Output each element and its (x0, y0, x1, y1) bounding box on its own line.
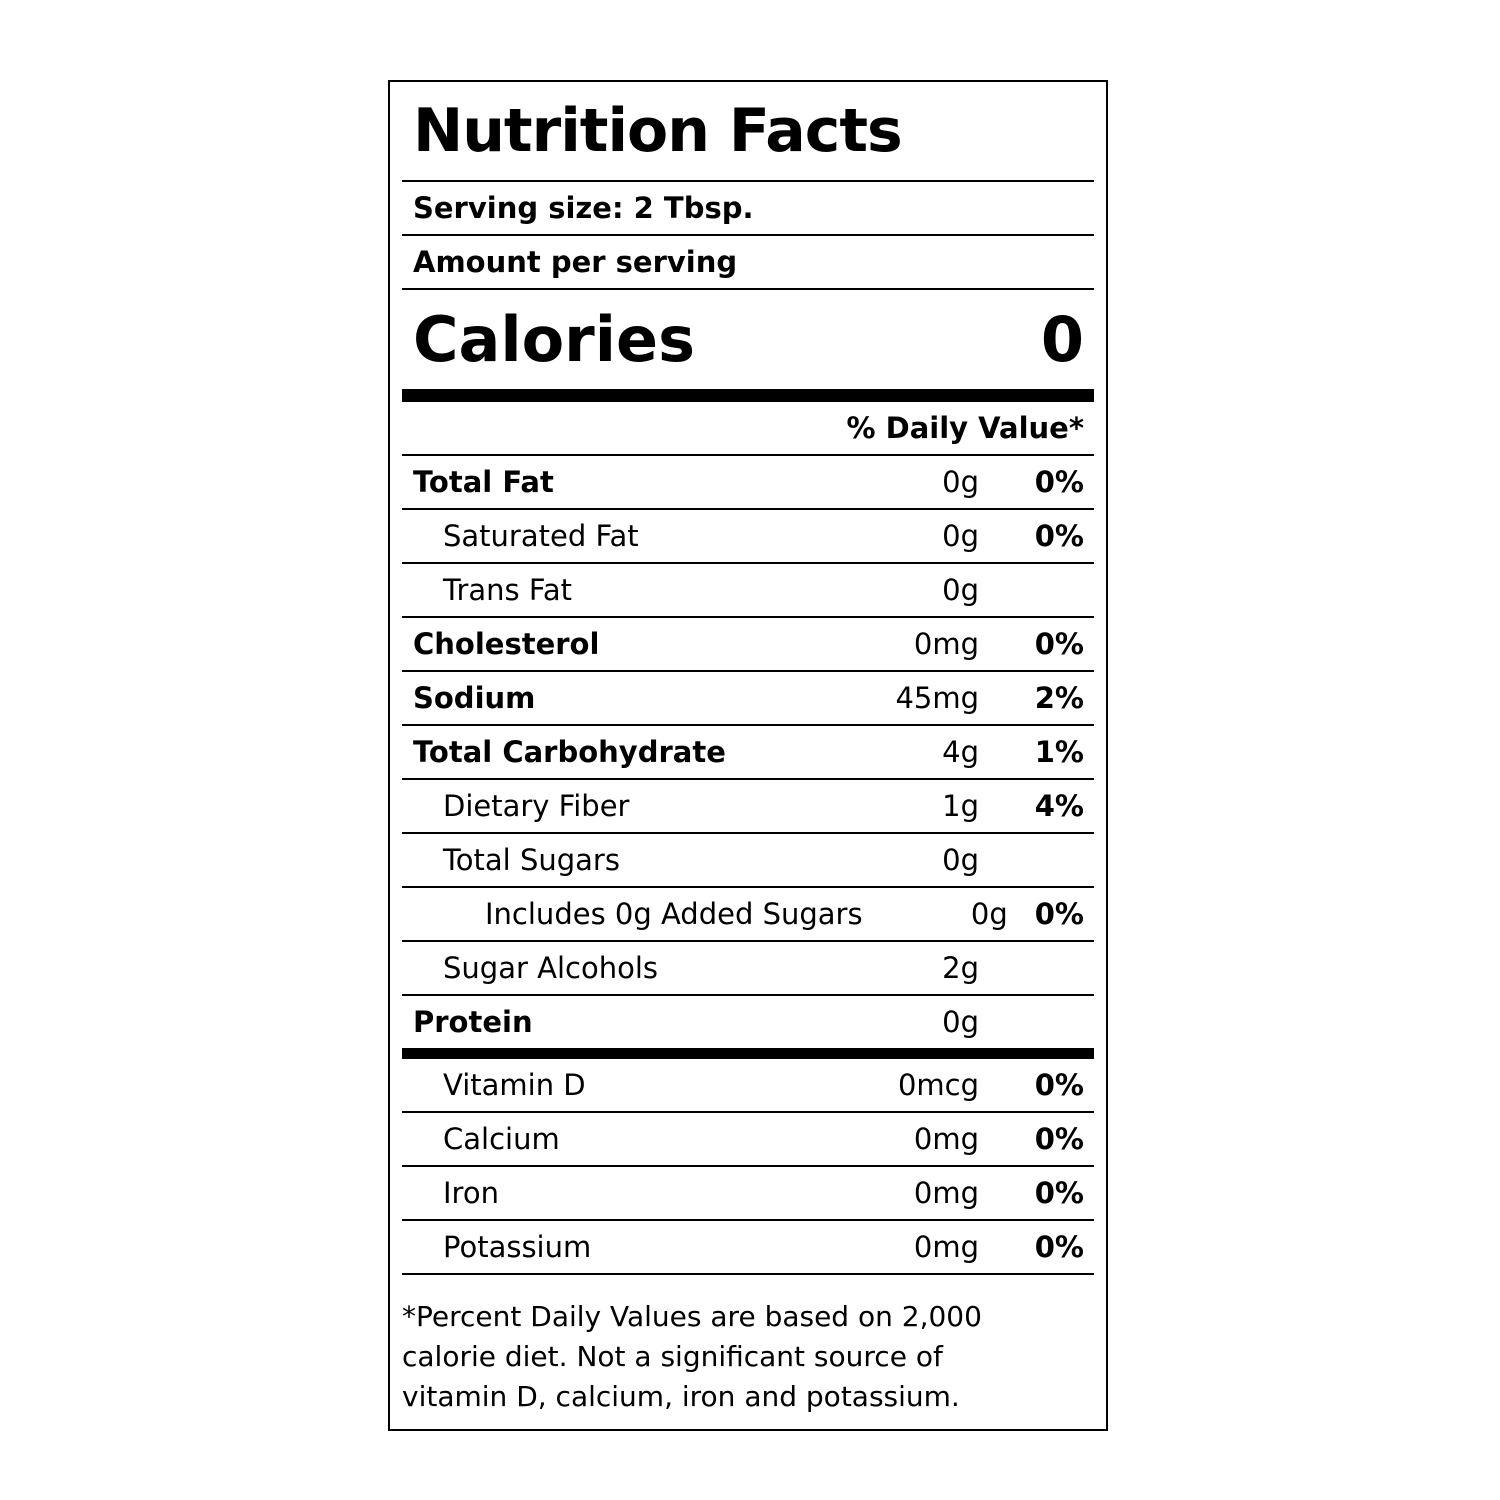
nutrient-row: Potassium 0mg 0% (402, 1221, 1094, 1275)
nutrient-amount: 0g (942, 843, 979, 877)
nutrient-amount: 0mcg (897, 1068, 979, 1102)
nutrient-amount: 0g (970, 897, 1008, 931)
nutrient-name: Total Fat (413, 465, 554, 499)
nutrient-row: Sodium 45mg 2% (402, 672, 1094, 726)
nutrient-row: Dietary Fiber 1g 4% (402, 780, 1094, 834)
nutrient-amount: 2g (942, 951, 979, 985)
calories-label: Calories (413, 303, 695, 376)
daily-value: 4% (1034, 789, 1084, 823)
nutrient-row: Calcium 0mg 0% (402, 1113, 1094, 1167)
nutrient-name: Trans Fat (443, 573, 573, 607)
nutrient-name: Vitamin D (443, 1068, 586, 1102)
footnote: *Percent Daily Values are based on 2,000… (402, 1300, 982, 1413)
calories-value: 0 (1040, 303, 1084, 376)
nutrient-name: Calcium (443, 1122, 560, 1156)
nutrient-name: Protein (413, 1005, 533, 1039)
nutrient-row: Trans Fat 0g (402, 564, 1094, 618)
daily-value: 0% (1034, 897, 1084, 931)
nutrient-amount: 0g (942, 465, 979, 499)
nutrient-amount: 4g (942, 735, 979, 769)
nutrient-row: Vitamin D 0mcg 0% (402, 1059, 1094, 1113)
daily-value: 1% (1034, 735, 1084, 769)
daily-value: 0% (1034, 519, 1084, 553)
nutrient-amount: 0mg (913, 1176, 979, 1210)
daily-value: 2% (1034, 681, 1084, 715)
nutrient-amount: 0mg (913, 627, 979, 661)
daily-value: 0% (1034, 1122, 1084, 1156)
nutrient-name: Sodium (413, 681, 536, 715)
nutrient-table: Total Fat 0g 0% Saturated Fat 0g 0% Trans Fat 0… (402, 456, 1094, 1275)
nutrient-amount: 45mg (895, 681, 979, 715)
serving-size: Serving size: 2 Tbsp. (402, 182, 1094, 236)
title: Nutrition Facts (402, 82, 1094, 182)
daily-value: 0% (1034, 1176, 1084, 1210)
nutrient-row: Includes 0g Added Sugars 0g 0% (402, 888, 1094, 942)
nutrient-amount: 0g (942, 1005, 979, 1039)
nutrition-label: Nutrition Facts Serving size: 2 Tbsp. Am… (388, 80, 1108, 1431)
nutrient-row: Saturated Fat 0g 0% (402, 510, 1094, 564)
calories-row: Calories 0 (402, 290, 1094, 402)
daily-value: 0% (1034, 627, 1084, 661)
nutrient-name: Sugar Alcohols (443, 951, 658, 985)
daily-value-header: % Daily Value* (402, 402, 1094, 456)
nutrient-row: Protein 0g (402, 996, 1094, 1059)
nutrient-name: Iron (443, 1176, 499, 1210)
nutrient-amount: 0mg (913, 1122, 979, 1156)
nutrient-name: Dietary Fiber (443, 789, 630, 823)
nutrient-name: Includes 0g Added Sugars (485, 897, 863, 931)
nutrient-amount: 0mg (913, 1230, 979, 1264)
nutrient-amount: 0g (942, 573, 979, 607)
nutrient-name: Saturated Fat (443, 519, 639, 553)
daily-value: 0% (1034, 465, 1084, 499)
nutrient-amount: 1g (942, 789, 979, 823)
amount-per-serving: Amount per serving (402, 236, 1094, 290)
nutrient-row: Cholesterol 0mg 0% (402, 618, 1094, 672)
nutrient-row: Total Carbohydrate 4g 1% (402, 726, 1094, 780)
nutrient-row: Total Fat 0g 0% (402, 456, 1094, 510)
daily-value: 0% (1034, 1230, 1084, 1264)
nutrient-name: Potassium (443, 1230, 592, 1264)
nutrient-name: Total Carbohydrate (413, 735, 726, 769)
nutrient-name: Cholesterol (413, 627, 600, 661)
nutrient-row: Iron 0mg 0% (402, 1167, 1094, 1221)
nutrient-row: Sugar Alcohols 2g (402, 942, 1094, 996)
nutrient-name: Total Sugars (443, 843, 620, 877)
daily-value: 0% (1034, 1068, 1084, 1102)
nutrient-amount: 0g (942, 519, 979, 553)
nutrient-row: Total Sugars 0g (402, 834, 1094, 888)
